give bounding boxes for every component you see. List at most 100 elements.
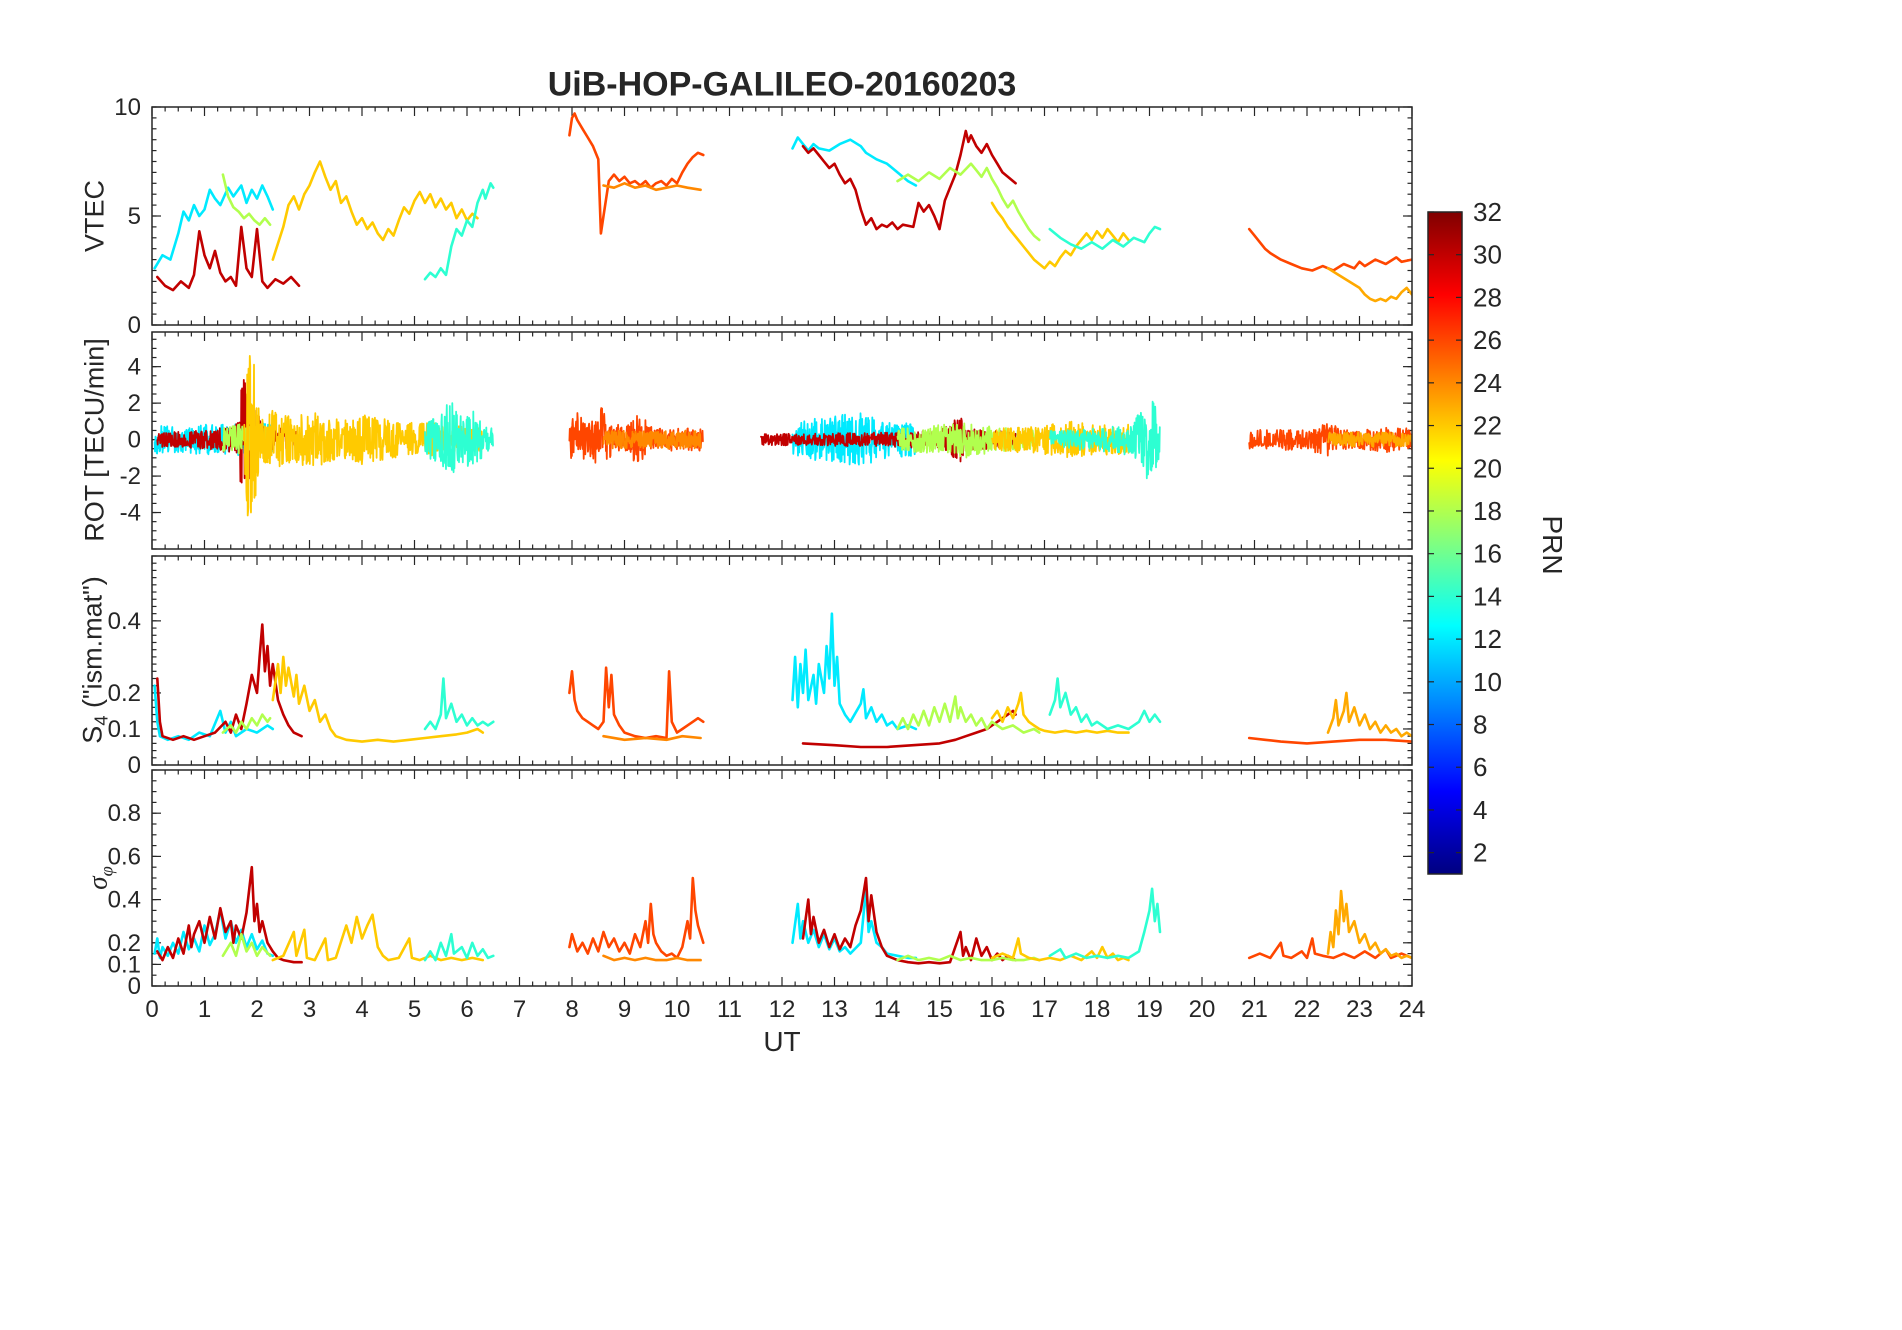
ylabel-vtec-text: VTEC	[79, 179, 110, 253]
xtick-label: 22	[1294, 996, 1321, 1023]
xtick-label: 14	[874, 996, 901, 1023]
colorbar-tick-label: 24	[1473, 368, 1502, 398]
series-prn-18	[896, 695, 1041, 734]
ylabel-rot-text: ROT [TECU/min]	[79, 338, 110, 542]
colorbar-tick-label: 16	[1473, 539, 1502, 569]
colorbar-label: PRN	[1537, 515, 1568, 575]
ytick-label: 0	[128, 752, 141, 779]
series-prn-14	[423, 677, 495, 731]
series-prn-30	[156, 865, 303, 964]
ytick-label: 0.4	[108, 608, 141, 635]
ytick-label: -4	[120, 500, 141, 527]
panel-vtec: 0 5 10	[114, 94, 1413, 339]
xtick-label: 15	[926, 996, 953, 1023]
ylabel-rot: ROT [TECU/min]	[80, 338, 111, 542]
xtick-label: 4	[355, 996, 368, 1023]
ytick-label: 4	[128, 354, 141, 381]
ylabel-s4-prefix: S	[77, 725, 108, 744]
chart-title: UiB-HOP-GALILEO-20160203	[547, 65, 1017, 104]
xtick-label: 16	[979, 996, 1006, 1023]
series-prn-30	[801, 129, 1017, 231]
xtick-label: 2	[250, 996, 263, 1023]
xlabel-ut: UT	[763, 1026, 801, 1057]
colorbar-tick-label: 8	[1473, 710, 1487, 740]
series-prn-23	[1326, 267, 1412, 303]
xtick-label: 5	[408, 996, 421, 1023]
colorbar-tick-label: 6	[1473, 752, 1487, 782]
colorbar-tick-label: 26	[1473, 325, 1502, 355]
series-prn-30	[156, 623, 303, 742]
series-prn-18	[896, 954, 1041, 962]
series-prn-18	[221, 173, 272, 226]
colorbar-tick-label: 32	[1473, 197, 1502, 227]
series-prn-26	[1247, 736, 1412, 745]
ylabel-s4-suffix: ("ism.mat")	[77, 576, 108, 716]
series-prn-12	[791, 136, 918, 187]
series-prn-22	[271, 655, 485, 743]
colorbar-tick-label: 20	[1473, 453, 1502, 483]
series-prn-14	[1048, 400, 1161, 480]
series-prn-14	[423, 182, 495, 281]
colorbar-tick-label: 10	[1473, 667, 1502, 697]
series-prn-30	[156, 225, 301, 292]
xtick-label: 6	[460, 996, 473, 1023]
ylabel-sigma-phi: σφ	[82, 866, 117, 890]
ytick-label: 0.1	[108, 716, 141, 743]
xtick-label: 19	[1136, 996, 1163, 1023]
series-prn-14	[1048, 225, 1162, 250]
panel-s4: 0 0.1 0.2 0.4	[108, 555, 1413, 779]
colorbar-tick-label: 18	[1473, 496, 1502, 526]
colorbar-tick-label: 28	[1473, 282, 1502, 312]
series-prn-18	[221, 713, 272, 734]
series-prn-12	[153, 184, 275, 270]
series-prn-26	[568, 112, 705, 235]
ytick-label: 5	[128, 203, 141, 230]
xtick-label: 9	[618, 996, 631, 1023]
xtick-label: 12	[769, 996, 796, 1023]
colorbar-tick-label: 14	[1473, 581, 1502, 611]
colorbar-tick-label: 4	[1473, 795, 1487, 825]
ylabel-sigma-sub: φ	[96, 866, 117, 877]
ytick-label: 10	[114, 94, 141, 121]
ytick-label: 0.6	[108, 843, 141, 870]
colorbar-tick-label: 30	[1473, 240, 1502, 270]
ylabel-sigma-prefix: σ	[82, 876, 113, 890]
panel-rot: -4 -2 0 2 4	[120, 331, 1413, 550]
xtick-label: 24	[1399, 996, 1426, 1023]
xtick-label: 20	[1189, 996, 1216, 1023]
series-prn-24	[602, 734, 702, 742]
series-prn-26	[568, 666, 705, 740]
xtick-label: 18	[1084, 996, 1111, 1023]
ytick-label: 0	[128, 973, 141, 1000]
panel-sigma_phi: 00.10.20.40.60.80 1 2 3 4 5 6 7 8 9 10 11 12 13 14 15 16…	[108, 769, 1426, 1023]
series-prn-24	[602, 182, 702, 192]
xtick-label: 1	[198, 996, 211, 1023]
series-prn-14	[423, 932, 495, 962]
series-prn-26	[568, 876, 705, 960]
xtick-label: 8	[565, 996, 578, 1023]
series-prn-22	[271, 160, 479, 261]
xtick-label: 10	[664, 996, 691, 1023]
ylabel-s4-sub: 4	[90, 715, 112, 726]
ylabel-s4: S4 ("ism.mat")	[77, 576, 112, 743]
series-prn-12	[153, 909, 275, 960]
colorbar-tick-label: 22	[1473, 411, 1502, 441]
ytick-label: 0	[128, 312, 141, 339]
series-prn-30	[801, 876, 1017, 965]
series-prn-24	[602, 954, 702, 962]
series-prn-12	[791, 612, 918, 731]
series-prn-24	[602, 429, 702, 450]
xtick-label: 17	[1031, 996, 1058, 1023]
ytick-label: -2	[120, 463, 141, 490]
xtick-label: 3	[303, 996, 316, 1023]
ytick-label: 0	[128, 427, 141, 454]
series-prn-22	[990, 691, 1130, 734]
series-prn-18	[221, 932, 272, 958]
series-prn-14	[1048, 677, 1162, 731]
colorbar-tick-label: 2	[1473, 838, 1487, 868]
colorbar-tick-label: 12	[1473, 624, 1502, 654]
series-prn-23	[1326, 691, 1412, 738]
